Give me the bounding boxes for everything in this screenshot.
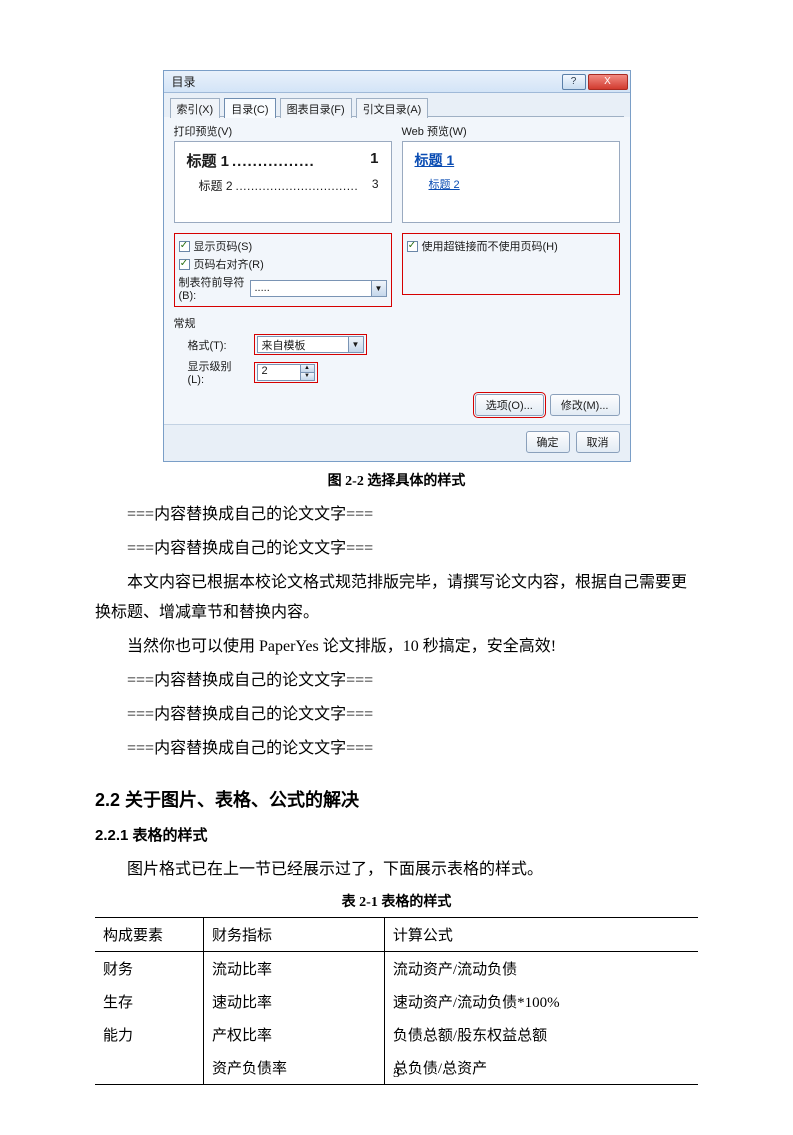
paragraph: 本文内容已根据本校论文格式规范排版完毕，请撰写论文内容，根据自己需要更换标题、增…	[95, 568, 698, 628]
tab-leader-value: .....	[251, 282, 371, 294]
right-align-checkbox[interactable]	[179, 259, 190, 270]
paragraph: ===内容替换成自己的论文文字===	[95, 734, 698, 764]
tab-figures[interactable]: 图表目录(F)	[280, 98, 352, 118]
use-hyperlinks-label: 使用超链接而不使用页码(H)	[422, 238, 558, 254]
td: 生存	[95, 985, 204, 1018]
paragraph: 当然你也可以使用 PaperYes 论文排版，10 秒搞定，安全高效!	[95, 632, 698, 662]
show-page-label: 显示页码(S)	[194, 238, 253, 254]
modify-button[interactable]: 修改(M)...	[550, 394, 620, 416]
print-preview-label: 打印预览(V)	[174, 123, 392, 139]
figure-caption: 图 2-2 选择具体的样式	[95, 470, 698, 490]
page-number: 3	[0, 1066, 793, 1082]
levels-spinner[interactable]: 2 ▲▼	[257, 364, 315, 381]
tab-index[interactable]: 索引(X)	[170, 98, 221, 118]
tab-strip: 索引(X) 目录(C) 图表目录(F) 引文目录(A)	[164, 93, 630, 117]
td: 能力	[95, 1018, 204, 1051]
td: 产权比率	[204, 1018, 385, 1051]
paragraph: ===内容替换成自己的论文文字===	[95, 534, 698, 564]
levels-value: 2	[258, 365, 300, 380]
format-value: 来自模板	[258, 337, 348, 353]
web-preview-label: Web 预览(W)	[402, 123, 620, 139]
tab-leader-label: 制表符前导符(B):	[179, 274, 246, 302]
th-2: 计算公式	[384, 918, 698, 952]
paragraph: ===内容替换成自己的论文文字===	[95, 700, 698, 730]
td: 流动资产/流动负债	[384, 952, 698, 986]
th-1: 财务指标	[204, 918, 385, 952]
heading-2-2-1: 2.2.1 表格的样式	[95, 824, 698, 845]
th-0: 构成要素	[95, 918, 204, 952]
tab-citations[interactable]: 引文目录(A)	[356, 98, 429, 118]
toc-h2-page: 3	[372, 177, 379, 191]
general-label: 常规	[174, 315, 620, 331]
web-h1: 标题 1	[415, 150, 607, 170]
dialog-body: 打印预览(V) 标题 1 1 标题 2 3 Web 预览(W)	[164, 117, 630, 424]
data-table: 构成要素 财务指标 计算公式 财务 流动比率 流动资产/流动负债 生存 速动比率…	[95, 917, 698, 1085]
show-page-checkbox[interactable]	[179, 241, 190, 252]
td: 速动比率	[204, 985, 385, 1018]
levels-redbox: 2 ▲▼	[254, 362, 318, 383]
paragraph: ===内容替换成自己的论文文字===	[95, 500, 698, 530]
help-button[interactable]: ?	[562, 74, 586, 90]
spinner-down-icon[interactable]: ▼	[301, 373, 314, 380]
paragraph: 图片格式已在上一节已经展示过了，下面展示表格的样式。	[95, 855, 698, 885]
print-preview-box: 标题 1 1 标题 2 3	[174, 141, 392, 223]
td: 速动资产/流动负债*100%	[384, 985, 698, 1018]
use-hyperlinks-checkbox[interactable]	[407, 241, 418, 252]
web-h2: 标题 2	[429, 176, 607, 192]
heading-2-2: 2.2 关于图片、表格、公式的解决	[95, 786, 698, 812]
tab-toc[interactable]: 目录(C)	[224, 98, 275, 118]
tab-leader-combo[interactable]: ..... ▼	[250, 280, 387, 297]
left-options-redbox: 显示页码(S) 页码右对齐(R) 制表符前导符(B): ..... ▼	[174, 233, 392, 307]
dialog-titlebar: 目录 ? X	[164, 71, 630, 93]
web-preview-box: 标题 1 标题 2	[402, 141, 620, 223]
paragraph: ===内容替换成自己的论文文字===	[95, 666, 698, 696]
toc-h1-page: 1	[370, 150, 378, 167]
td: 负债总额/股东权益总额	[384, 1018, 698, 1051]
chevron-down-icon[interactable]: ▼	[348, 337, 363, 352]
format-redbox: 来自模板 ▼	[254, 334, 367, 355]
table-caption: 表 2-1 表格的样式	[95, 891, 698, 911]
dialog-footer: 确定 取消	[164, 424, 630, 461]
close-button[interactable]: X	[588, 74, 628, 90]
spinner-up-icon[interactable]: ▲	[301, 365, 314, 373]
toc-dialog: 目录 ? X 索引(X) 目录(C) 图表目录(F) 引文目录(A) 打印预览(…	[163, 70, 631, 462]
ok-button[interactable]: 确定	[526, 431, 570, 453]
right-align-label: 页码右对齐(R)	[194, 256, 264, 272]
toc-h2-text: 标题 2	[199, 179, 233, 193]
dialog-title: 目录	[172, 73, 196, 90]
right-options-redbox: 使用超链接而不使用页码(H)	[402, 233, 620, 295]
td: 流动比率	[204, 952, 385, 986]
dialog-figure: 目录 ? X 索引(X) 目录(C) 图表目录(F) 引文目录(A) 打印预览(…	[163, 70, 631, 462]
levels-label: 显示级别(L):	[188, 358, 246, 386]
toc-h1-text: 标题 1	[187, 153, 230, 170]
td: 财务	[95, 952, 204, 986]
options-button[interactable]: 选项(O)...	[475, 394, 544, 416]
format-combo[interactable]: 来自模板 ▼	[257, 336, 364, 353]
chevron-down-icon[interactable]: ▼	[371, 281, 386, 296]
format-label: 格式(T):	[188, 337, 246, 353]
cancel-button[interactable]: 取消	[576, 431, 620, 453]
